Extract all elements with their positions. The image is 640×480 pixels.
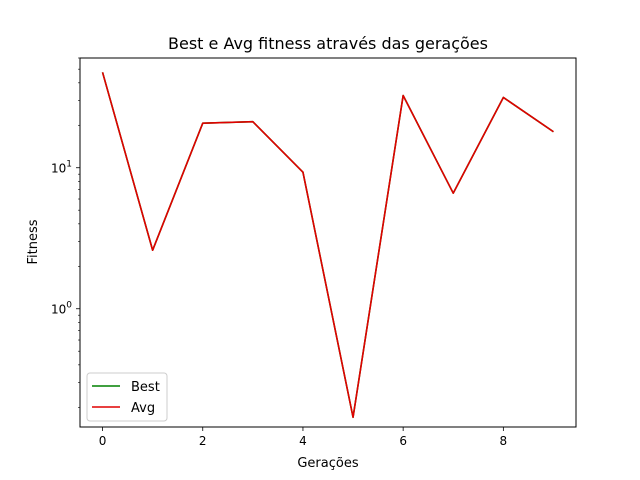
x-tick-label: 4 bbox=[299, 434, 307, 448]
x-tick-label: 2 bbox=[199, 434, 207, 448]
legend-box bbox=[86, 372, 168, 422]
legend-label-avg: Avg bbox=[131, 401, 155, 416]
plot-frame bbox=[79, 57, 577, 428]
y-tick-label: 100 bbox=[51, 301, 72, 317]
y-tick-label: 101 bbox=[51, 160, 72, 176]
x-tick-label: 8 bbox=[500, 434, 508, 448]
y-axis-label: Fitness bbox=[26, 219, 41, 264]
y-axis: 100 101 bbox=[51, 57, 80, 408]
legend: Best Avg bbox=[86, 372, 168, 422]
plot-area bbox=[101, 72, 554, 419]
x-tick-label: 0 bbox=[99, 434, 107, 448]
x-tick-label: 6 bbox=[399, 434, 407, 448]
x-axis: 0 2 4 6 8 bbox=[99, 427, 507, 448]
series-line-best bbox=[101, 72, 554, 419]
x-axis-label: Gerações bbox=[297, 456, 358, 471]
chart-title: Best e Avg fitness através das gerações bbox=[168, 34, 488, 53]
series-line-avg bbox=[101, 72, 554, 419]
legend-label-best: Best bbox=[131, 380, 160, 395]
